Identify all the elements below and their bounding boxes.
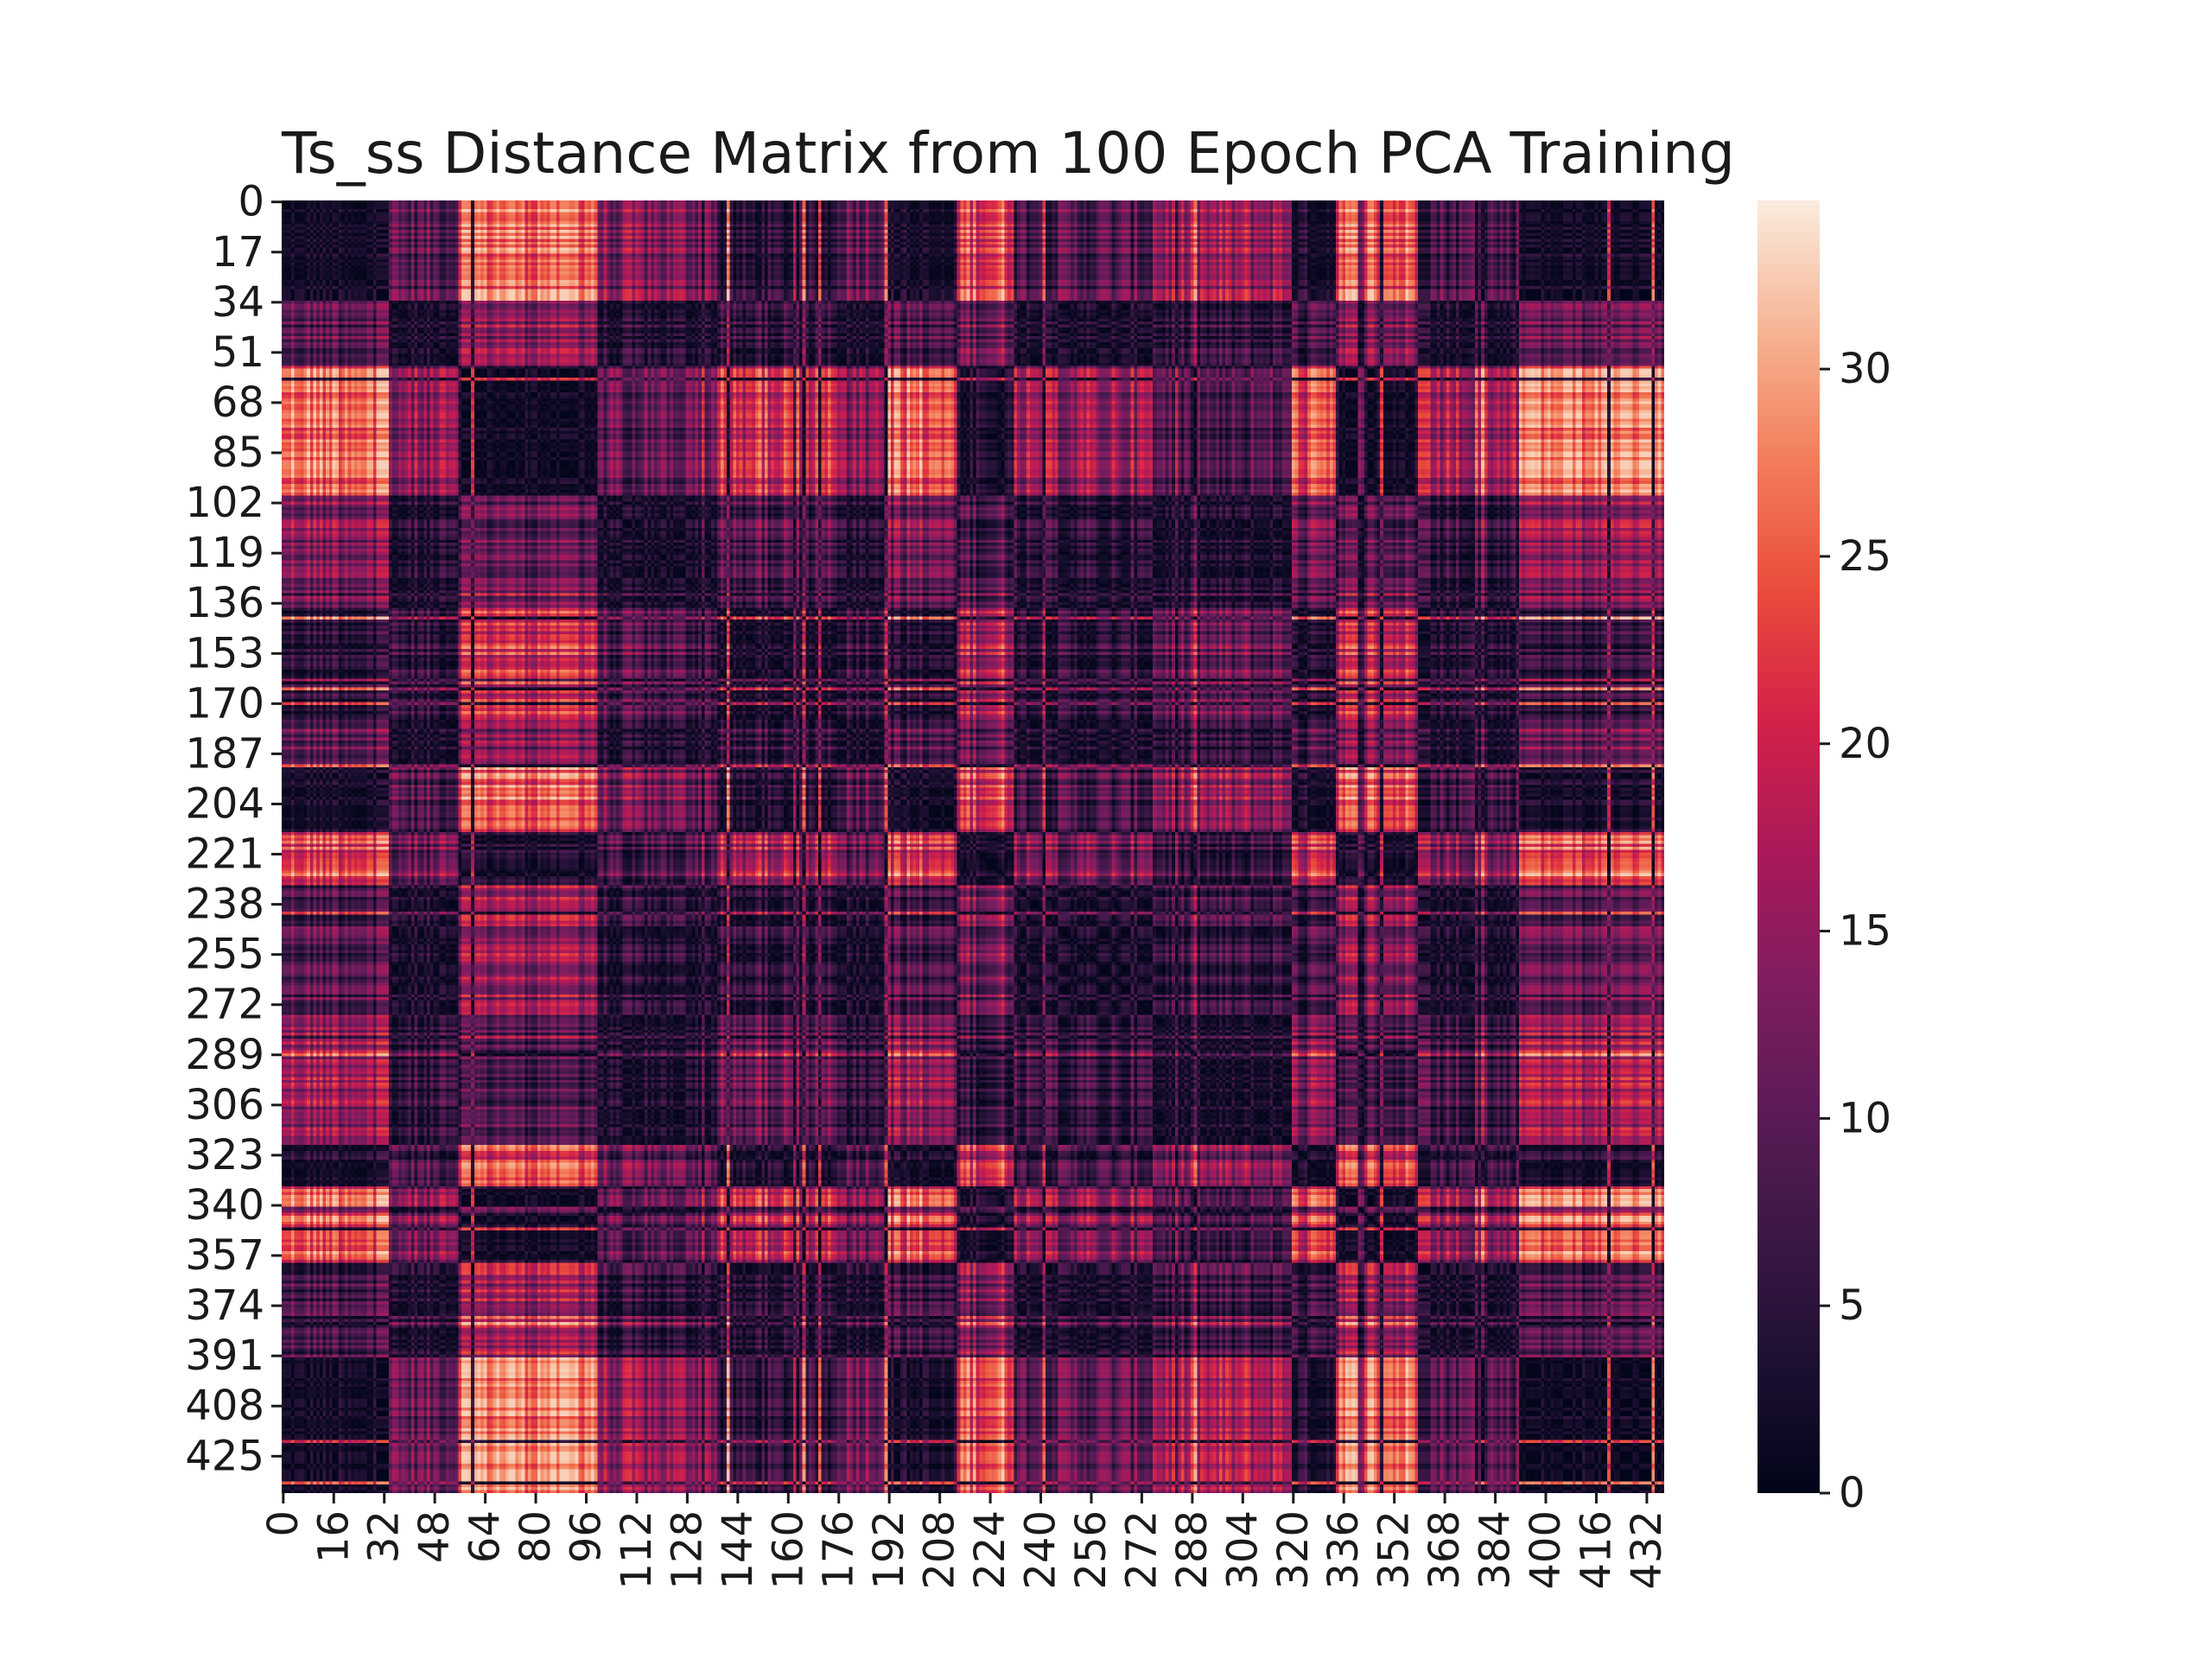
y-tick-label: 204	[185, 779, 264, 828]
x-tick-label: 32	[360, 1510, 409, 1563]
x-tick-label: 0	[259, 1510, 308, 1537]
x-tick-label: 432	[1623, 1510, 1671, 1590]
colorbar-tick-label: 10	[1839, 1094, 1891, 1142]
y-tick-label: 170	[185, 679, 264, 728]
y-axis: 0173451688510211913615317018720422123825…	[185, 178, 282, 1480]
x-tick-label: 176	[815, 1510, 863, 1590]
colorbar-axis: 0 5 10 15 20 25 30	[1820, 345, 1891, 1517]
x-tick-label: 336	[1319, 1510, 1368, 1590]
x-tick-label: 368	[1421, 1510, 1469, 1590]
x-tick-label: 272	[1117, 1510, 1166, 1590]
x-tick-label: 240	[1017, 1510, 1065, 1590]
y-tick-label: 68	[212, 378, 264, 427]
y-tick-label: 238	[185, 880, 264, 929]
x-tick-label: 224	[966, 1510, 1014, 1590]
y-tick-label: 357	[185, 1231, 264, 1280]
x-tick-label: 112	[613, 1510, 661, 1590]
colorbar-tick-label: 30	[1839, 345, 1891, 393]
colorbar	[1758, 200, 1820, 1493]
y-tick-label: 272	[185, 981, 264, 1029]
y-tick-label: 0	[238, 178, 264, 226]
x-tick-label: 352	[1370, 1510, 1419, 1590]
x-tick-label: 256	[1067, 1510, 1116, 1590]
x-tick-label: 384	[1471, 1510, 1520, 1590]
y-tick-label: 136	[185, 579, 264, 627]
colorbar-tick-label: 5	[1839, 1281, 1866, 1330]
x-tick-label: 144	[714, 1510, 762, 1590]
x-tick-label: 288	[1168, 1510, 1217, 1590]
colorbar-tick-label: 0	[1839, 1469, 1866, 1517]
x-axis: 0 16 32 48 64 80 96 112 128 144 160 176 192 208 224 240…	[259, 1493, 1671, 1590]
y-tick-label: 374	[185, 1281, 264, 1330]
y-tick-label: 85	[212, 429, 264, 477]
x-tick-label: 128	[663, 1510, 711, 1590]
y-tick-label: 34	[212, 278, 264, 327]
y-tick-label: 323	[185, 1131, 264, 1179]
x-tick-label: 48	[410, 1510, 459, 1563]
y-tick-label: 255	[185, 931, 264, 979]
y-tick-label: 340	[185, 1181, 264, 1230]
y-tick-label: 391	[185, 1332, 264, 1380]
y-tick-label: 425	[185, 1432, 264, 1480]
heatmap-cells	[282, 200, 1664, 1493]
x-tick-label: 160	[764, 1510, 812, 1590]
colorbar-tick-label: 20	[1839, 720, 1891, 768]
x-tick-label: 400	[1522, 1510, 1570, 1590]
y-tick-label: 102	[185, 479, 264, 527]
y-tick-label: 51	[212, 328, 264, 377]
colorbar-tick-label: 25	[1839, 532, 1891, 581]
y-tick-label: 119	[185, 529, 264, 577]
x-tick-label: 192	[865, 1510, 913, 1590]
x-tick-label: 320	[1269, 1510, 1318, 1590]
y-tick-label: 17	[212, 228, 264, 276]
y-tick-label: 408	[185, 1382, 264, 1430]
x-tick-label: 96	[563, 1510, 611, 1563]
x-tick-label: 304	[1218, 1510, 1267, 1590]
x-tick-label: 416	[1572, 1510, 1620, 1590]
chart-title: Ts_ss Distance Matrix from 100 Epoch PCA…	[282, 120, 1735, 187]
y-tick-label: 221	[185, 830, 264, 879]
x-tick-label: 16	[309, 1510, 358, 1563]
colorbar-tick-label: 15	[1839, 907, 1891, 956]
y-tick-label: 153	[185, 629, 264, 677]
y-tick-label: 306	[185, 1081, 264, 1129]
x-tick-label: 64	[461, 1510, 510, 1563]
x-tick-label: 208	[916, 1510, 964, 1590]
y-tick-label: 187	[185, 729, 264, 778]
y-tick-label: 289	[185, 1031, 264, 1079]
x-tick-label: 80	[512, 1510, 560, 1563]
